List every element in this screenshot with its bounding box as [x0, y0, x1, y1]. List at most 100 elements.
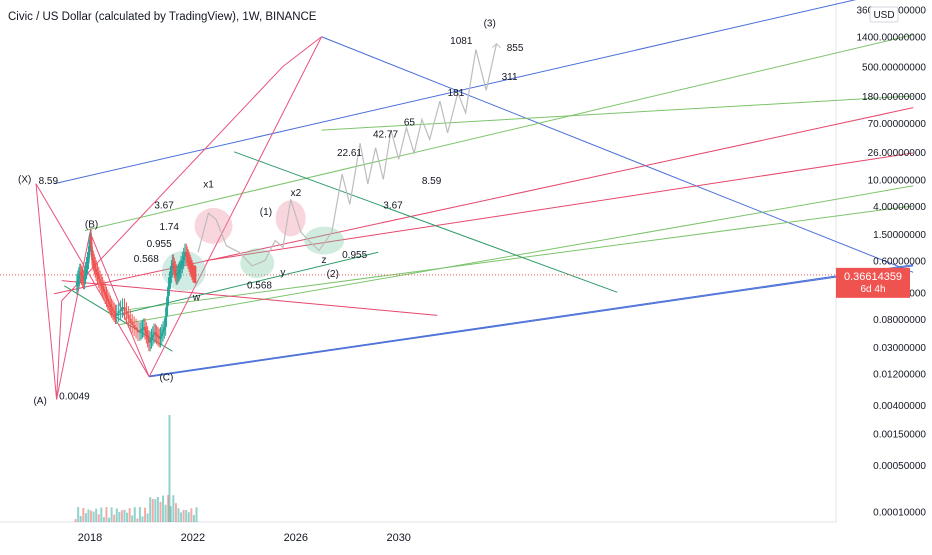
candle-body [191, 271, 195, 274]
volume-bar [110, 507, 113, 522]
wave-label: 855 [507, 43, 524, 54]
volume-bar [77, 507, 80, 522]
volume-bar [126, 512, 129, 522]
red-warning-line [61, 280, 438, 316]
wave-label: 0.0049 [59, 391, 90, 402]
candle-body [153, 332, 156, 335]
volume-bar [180, 512, 183, 522]
candle-body [178, 270, 181, 273]
candle-body [190, 265, 193, 269]
candle-body [93, 262, 96, 266]
candle-body [173, 266, 176, 270]
zone-y [240, 248, 275, 279]
wave-label: (A) [33, 396, 46, 407]
candle-body [163, 327, 166, 330]
candle-body [110, 307, 113, 310]
candle-body [177, 272, 180, 275]
candle-body [145, 330, 148, 335]
currency-button[interactable]: USD [869, 6, 899, 23]
volume-bar [118, 511, 121, 522]
pattern-leg-6 [61, 66, 284, 301]
volume-bar [138, 507, 141, 522]
volume-bar [149, 497, 152, 522]
candle-body [165, 306, 168, 317]
candle-body [168, 280, 171, 286]
wave-label: (2) [327, 269, 339, 280]
dark-green-line-1 [115, 251, 379, 316]
volume-bar [102, 517, 105, 522]
y-tick-label: 1400.00000000 [856, 33, 926, 44]
volume-bar [192, 515, 195, 522]
y-tick-label: 0.60000000 [873, 257, 926, 268]
y-tick-label: 0.00050000 [873, 461, 926, 472]
candle-body [180, 264, 183, 269]
candle-body [136, 329, 140, 333]
candle-body [102, 288, 106, 293]
candle-body [172, 263, 175, 267]
candle-body [105, 295, 108, 299]
wave-label: 1.74 [159, 222, 179, 233]
volume-bar [115, 508, 118, 522]
volume-bar [123, 509, 126, 522]
volume-bar [159, 501, 162, 522]
green-line-1 [84, 34, 914, 232]
candle-body [94, 265, 97, 269]
candle-body [138, 331, 142, 333]
candle-body [80, 274, 83, 277]
pattern-leg-1 [35, 183, 58, 400]
y-tick-label: 0.01200000 [873, 370, 926, 381]
projection-arrow [492, 42, 501, 49]
volume-bar [190, 508, 193, 522]
volume-spike [168, 415, 171, 522]
price-badge: 0.36614359 6d 4h [836, 267, 910, 298]
volume-bar [97, 514, 100, 522]
candle-body [75, 282, 79, 286]
candle-body [96, 272, 99, 276]
volume-bar [92, 511, 95, 522]
volume-bar [82, 507, 85, 522]
volume-bar [174, 503, 177, 522]
volume-bar [136, 518, 139, 522]
dark-green-line-2 [233, 151, 618, 293]
y-tick-label: 10.00000000 [868, 175, 927, 186]
candle-body [131, 322, 134, 326]
red-median-line [53, 107, 914, 295]
candle-body [194, 274, 198, 276]
volume-bar [164, 504, 167, 522]
volume-bar [185, 510, 188, 522]
wave-label: 8.59 [422, 176, 442, 187]
y-tick-label: 1.50000000 [873, 230, 926, 241]
wave-label: (1) [260, 207, 272, 218]
wave-label: 3.67 [154, 200, 174, 211]
candle-body [186, 254, 189, 258]
candle-body [133, 325, 136, 328]
volume-bar [74, 519, 77, 522]
candle-body [100, 282, 103, 286]
x-tick-label: 2026 [284, 532, 308, 544]
candle-body [190, 268, 194, 272]
candle-body [88, 243, 91, 249]
projection-path [197, 43, 498, 267]
wave-label: 65 [404, 117, 416, 128]
candle-body [181, 260, 184, 265]
candle-body [87, 254, 90, 261]
candle-body [155, 333, 158, 336]
candle-body [83, 275, 86, 281]
candle-body [162, 329, 165, 333]
candle-body [104, 292, 107, 296]
wave-label: 42.77 [373, 129, 398, 140]
wave-label: 311 [502, 72, 518, 83]
volume-bar [169, 506, 172, 522]
volume-bar [154, 499, 157, 522]
wave-label: 1081 [450, 36, 473, 47]
wave-label: 3.67 [383, 200, 403, 211]
candle-body [92, 259, 95, 263]
candle-body [141, 328, 144, 330]
y-tick-label: 0.00150000 [873, 430, 926, 441]
y-tick-label: 180.00000000 [862, 92, 926, 103]
candle-body [86, 260, 89, 266]
wave-label: 22.61 [337, 148, 362, 159]
y-tick-label: 500.00000000 [862, 62, 926, 73]
